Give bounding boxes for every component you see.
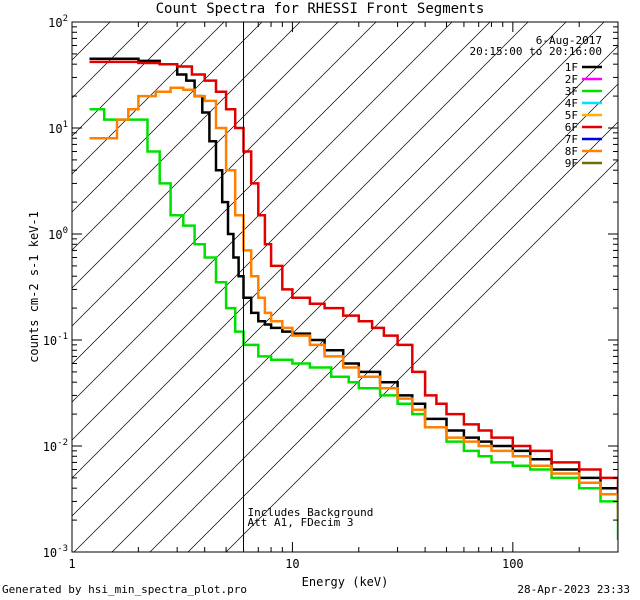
legend-label: 7F: [565, 133, 578, 146]
hatch-line: [72, 22, 415, 365]
hatch-line: [73, 22, 605, 552]
hatch-line: [149, 83, 618, 552]
hatch-line: [72, 22, 149, 99]
chart-title: Count Spectra for RHESSI Front Segments: [155, 1, 485, 17]
annotation-text: Includes Background: [248, 506, 374, 519]
axes-group: 1 10 100 102 101 100 10-1 10-2 10-3 Energy (keV) c…: [27, 14, 619, 589]
annotation-text: Att A1, FDecim 3: [248, 516, 354, 529]
x-tick-label: 1: [68, 557, 75, 571]
y-tick-label: 101: [48, 120, 68, 136]
hatch-line: [72, 22, 567, 517]
hatch-line: [72, 22, 453, 403]
legend-label: 6F: [565, 121, 578, 134]
legend-label: 5F: [565, 109, 578, 122]
hatch-line: [72, 22, 263, 213]
series-line-1f: [89, 57, 618, 510]
x-axis-label: Energy (keV): [302, 575, 389, 589]
y-tick-label: 10-1: [43, 332, 68, 348]
legend-label: 9F: [565, 157, 578, 170]
hatch-line: [72, 22, 491, 441]
generated-by-label: Generated by hsi_min_spectra_plot.pro: [2, 583, 248, 596]
legend-label: 4F: [565, 97, 578, 110]
hatch-line: [72, 22, 301, 251]
attenuator-hatch-region: [72, 22, 618, 552]
x-tick-label: 100: [502, 557, 524, 571]
legend-time-range: 20:15:00 to 20:16:00: [470, 45, 602, 58]
legend-label: 1F: [565, 61, 578, 74]
hatch-line: [111, 45, 618, 552]
footer-timestamp: 28-Apr-2023 23:33: [517, 583, 630, 596]
legend-date: 6-Aug-2017: [536, 34, 602, 47]
y-axis-label: counts cm-2 s-1 keV-1: [27, 211, 41, 363]
series-line-8f: [89, 86, 618, 521]
hatch-line: [225, 159, 618, 552]
series-line-3f: [89, 108, 618, 540]
hatch-line: [72, 22, 529, 479]
y-tick-label: 102: [48, 14, 68, 30]
series-group: [89, 57, 618, 540]
legend-label: 3F: [565, 85, 578, 98]
legend-label: 8F: [565, 145, 578, 158]
x-tick-label: 10: [285, 557, 299, 571]
plot-frame: [71, 21, 619, 553]
y-tick-label: 10-2: [43, 438, 68, 454]
hatch-line: [72, 22, 339, 289]
hatch-line: [187, 121, 618, 552]
hatch-line: [72, 22, 377, 327]
hatch-line: [72, 22, 111, 61]
legend-label: 2F: [565, 73, 578, 86]
series-line-6f: [89, 60, 618, 495]
y-tick-label: 10-3: [43, 544, 68, 560]
y-tick-label: 100: [48, 226, 68, 242]
